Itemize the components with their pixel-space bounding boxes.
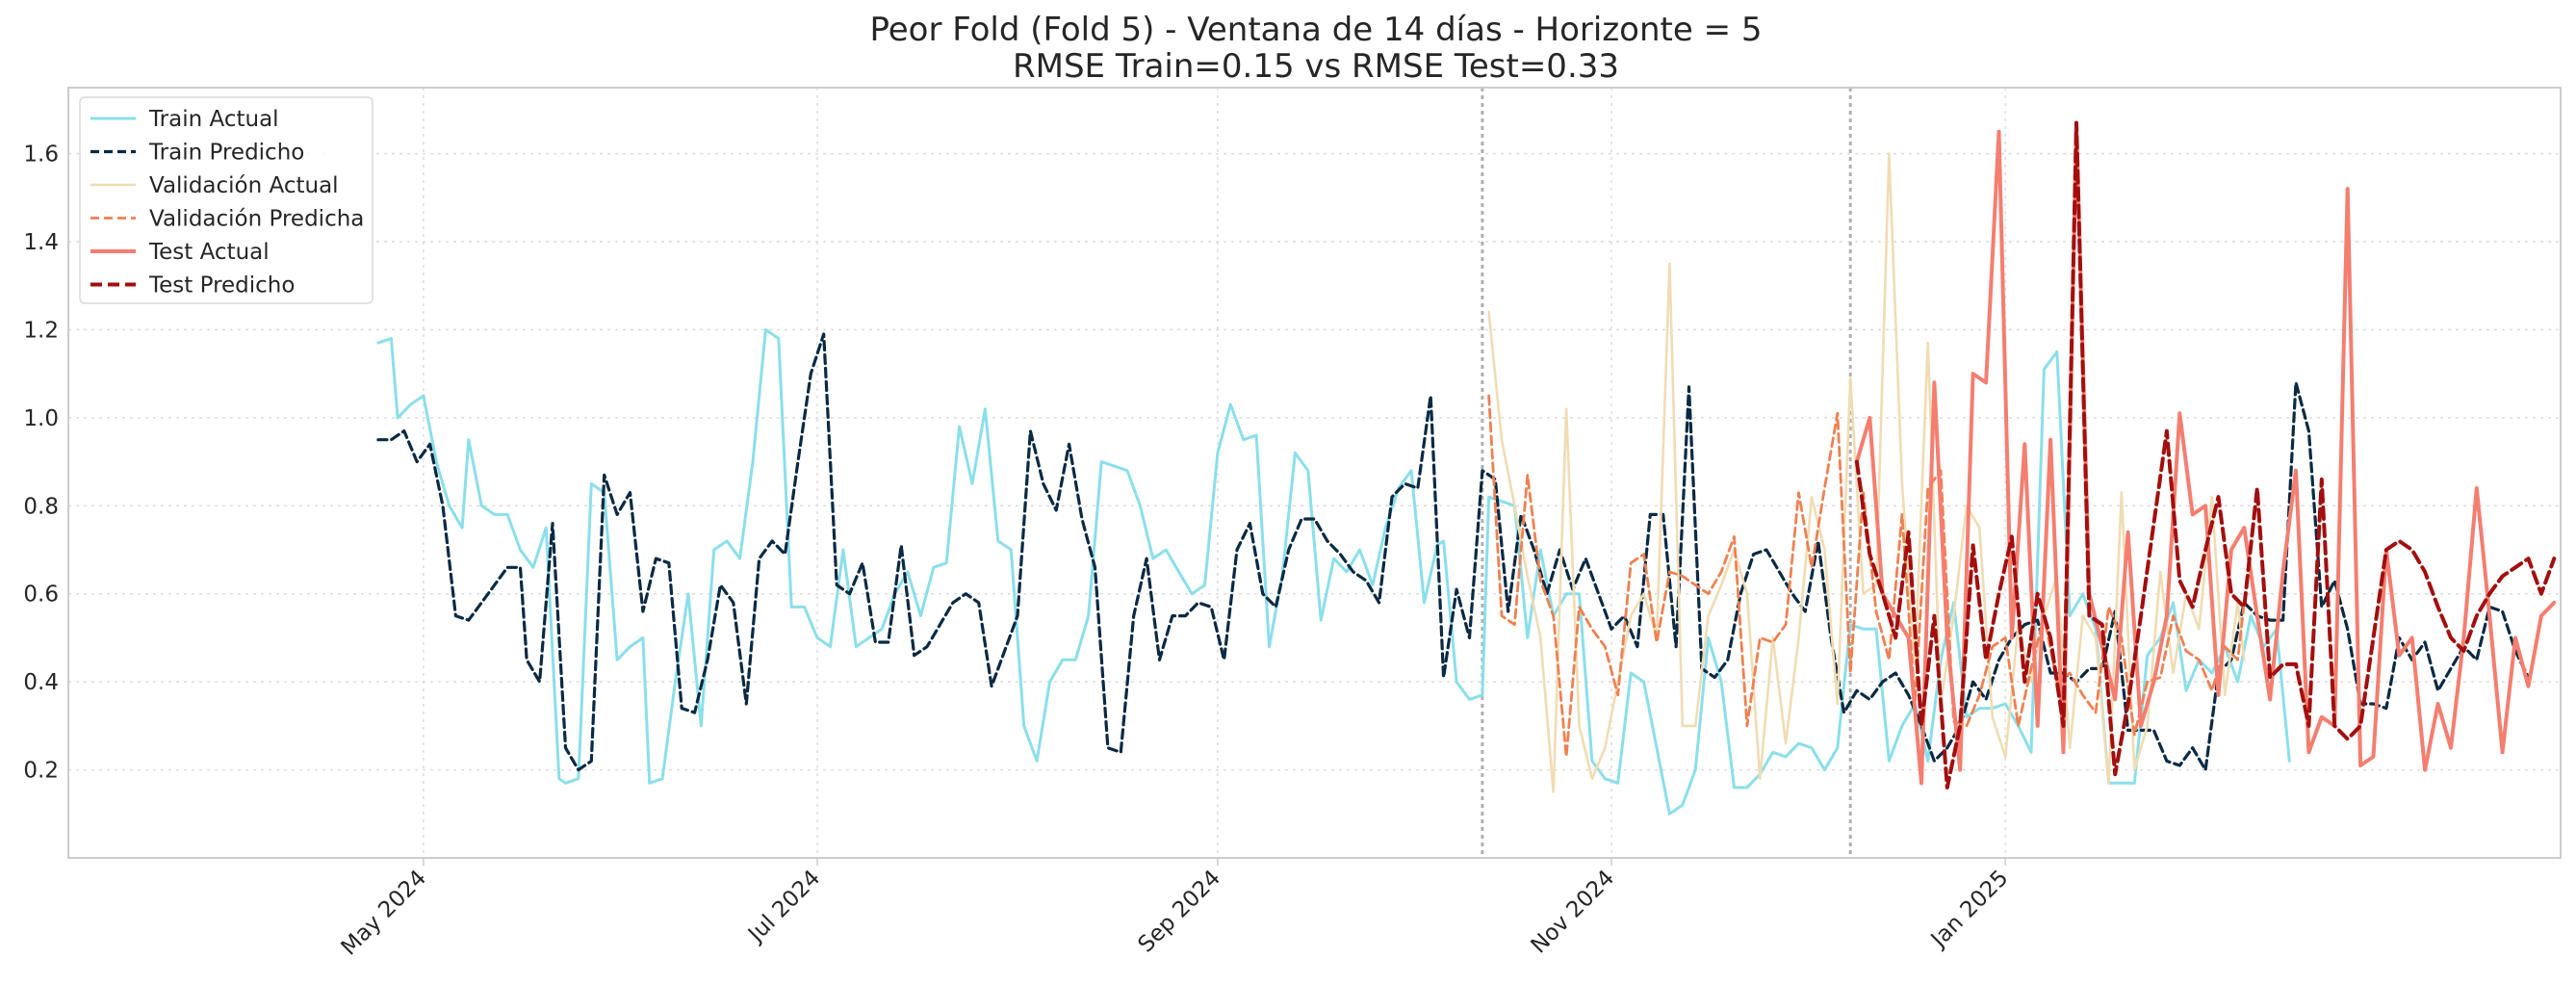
x-tick-label: Jul 2024: [742, 866, 825, 948]
y-tick-label: 1.4: [23, 230, 59, 255]
legend-label: Test Predicho: [148, 273, 295, 298]
legend-label: Train Actual: [148, 107, 279, 132]
plot-frame: [67, 87, 2562, 859]
y-tick-label: 0.2: [23, 759, 59, 784]
legend-label: Test Actual: [148, 240, 270, 265]
y-tick-label: 0.4: [23, 670, 59, 695]
y-tick-label: 0.6: [23, 583, 59, 608]
series-line-test-predicho: [1854, 120, 2557, 790]
chart-subtitle: RMSE Train=0.15 vs RMSE Test=0.33: [1013, 47, 1619, 86]
y-tick-label: 1.0: [23, 406, 59, 431]
y-tick-label: 1.6: [23, 143, 59, 168]
legend-label: Validación Actual: [149, 173, 339, 198]
legend-box: [79, 96, 374, 304]
chart-title: Peor Fold (Fold 5) - Ventana de 14 días …: [869, 11, 1762, 49]
x-tick-label: Jan 2025: [1925, 866, 2013, 953]
x-tick-label: Sep 2024: [1134, 866, 1226, 958]
legend-label: Validación Predicha: [149, 207, 364, 232]
series-line-train-predicho: [376, 332, 2531, 772]
plot-area: 0.2 0.4 0.6 0.8 1.0 1.2 1.4 1.6 May 2024 Jul 2024…: [23, 87, 2562, 961]
y-tick-label: 1.2: [23, 318, 59, 343]
x-tick-label: Nov 2024: [1527, 866, 1620, 959]
series-line-validaci-n-actual: [1487, 152, 2246, 793]
y-tick-label: 0.8: [23, 494, 59, 519]
legend-label: Train Predicho: [148, 141, 304, 166]
x-tick-label: May 2024: [337, 866, 432, 961]
series-line-test-actual: [1854, 120, 2557, 786]
